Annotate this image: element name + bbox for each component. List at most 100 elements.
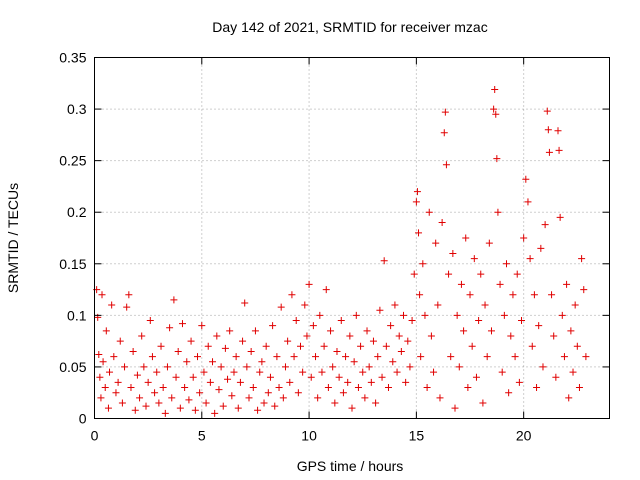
data-point [406, 363, 414, 371]
data-point [279, 394, 287, 402]
data-point [479, 399, 487, 407]
data-point [545, 148, 553, 156]
data-point [333, 347, 341, 355]
data-point [391, 301, 399, 309]
data-point [239, 337, 247, 345]
data-point [457, 280, 465, 288]
data-point [432, 239, 440, 247]
data-point [464, 384, 472, 392]
data-point [460, 327, 468, 335]
data-point [485, 239, 493, 247]
data-point [170, 296, 178, 304]
data-point [121, 363, 129, 371]
data-point [258, 358, 266, 366]
data-point [442, 161, 450, 169]
data-point [337, 317, 345, 325]
data-point [550, 332, 558, 340]
data-point [101, 384, 109, 392]
x-tick-label: 5 [198, 428, 206, 444]
data-point [539, 363, 547, 371]
data-point [380, 257, 388, 265]
data-point [309, 322, 317, 330]
data-point [230, 368, 238, 376]
data-point [372, 399, 380, 407]
data-point [112, 389, 120, 397]
data-point [402, 378, 410, 386]
data-point [395, 332, 403, 340]
data-point [384, 384, 392, 392]
data-point [312, 353, 320, 361]
data-point [493, 155, 501, 163]
data-point [292, 317, 300, 325]
data-point [151, 389, 159, 397]
data-point [434, 301, 442, 309]
data-point [430, 368, 438, 376]
data-point [528, 342, 536, 350]
data-point [299, 368, 307, 376]
data-point [266, 373, 274, 381]
data-point [98, 291, 106, 299]
data-points [93, 85, 590, 417]
data-point [376, 306, 384, 314]
data-point [556, 213, 564, 221]
data-point [567, 327, 575, 335]
data-point [114, 378, 122, 386]
data-point [318, 368, 326, 376]
data-point [327, 327, 335, 335]
data-point [571, 301, 579, 309]
data-point [320, 342, 328, 350]
data-point [159, 384, 167, 392]
data-point [427, 332, 435, 340]
data-point [468, 342, 476, 350]
data-point [290, 353, 298, 361]
data-point [305, 280, 313, 288]
data-point [503, 260, 510, 268]
data-point [168, 394, 176, 402]
data-point [535, 322, 543, 330]
data-point [573, 342, 581, 350]
data-point [477, 270, 485, 278]
data-point [163, 363, 171, 371]
data-point [472, 373, 480, 381]
data-point [196, 389, 204, 397]
data-point [445, 270, 453, 278]
data-point [125, 291, 133, 299]
data-point [544, 126, 552, 134]
data-point [271, 402, 279, 410]
data-point [357, 342, 365, 350]
y-tick-label: 0.2 [67, 204, 87, 220]
data-point [123, 303, 131, 311]
data-point [578, 255, 586, 263]
data-point [155, 399, 163, 407]
data-point [224, 375, 232, 383]
data-point [565, 394, 573, 402]
data-point [148, 353, 156, 361]
data-point [202, 399, 210, 407]
data-point [324, 384, 332, 392]
data-point [204, 342, 212, 350]
data-point [269, 322, 277, 330]
chart-title: Day 142 of 2021, SRMTID for receiver mza… [212, 19, 487, 35]
data-point [344, 378, 352, 386]
data-point [522, 175, 530, 183]
data-point [99, 358, 107, 366]
data-point [106, 368, 114, 376]
data-point [211, 409, 219, 417]
data-point [563, 280, 571, 288]
data-point [419, 260, 427, 268]
data-point [554, 127, 562, 135]
data-point [213, 332, 221, 340]
data-point [416, 291, 424, 299]
data-point [449, 249, 457, 257]
data-point [350, 358, 358, 366]
data-point [286, 378, 294, 386]
data-point [138, 332, 146, 340]
data-point [301, 301, 309, 309]
data-point [498, 368, 506, 376]
data-point [174, 347, 182, 355]
x-tick-label: 0 [91, 428, 99, 444]
data-point [127, 384, 135, 392]
data-point [421, 311, 429, 319]
data-point [97, 394, 105, 402]
data-point [509, 291, 517, 299]
